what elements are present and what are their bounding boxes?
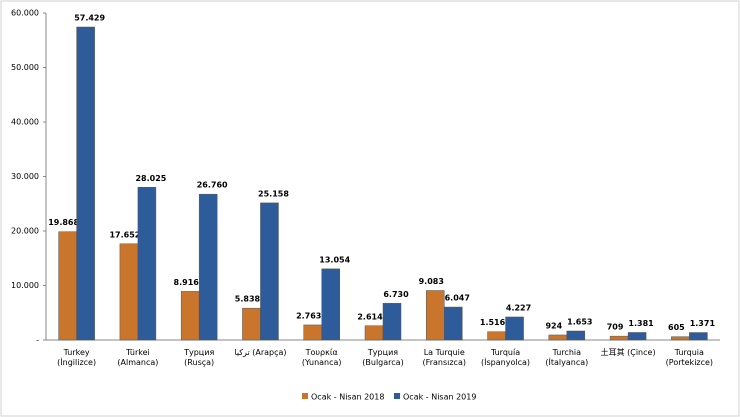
value-label: 19.868 — [48, 218, 79, 227]
bar — [382, 303, 402, 341]
value-label: 6.730 — [383, 290, 409, 299]
x-tick-label: Τουρκία (Yunanca) — [301, 348, 342, 367]
y-tick-label: 40.000 — [11, 118, 39, 127]
x-tick-label: La Turquie (Fransızca) — [422, 348, 466, 367]
legend-label: Ocak - Nisan 2018 — [311, 393, 384, 402]
value-label: 8.916 — [174, 278, 200, 287]
bar — [426, 290, 445, 341]
value-label: 17.652 — [109, 230, 140, 239]
bar — [505, 316, 524, 341]
value-label: 57.429 — [74, 14, 105, 23]
y-tick-label: - — [36, 336, 39, 345]
legend-label: Ocak - Nisan 2019 — [403, 393, 476, 402]
bar — [444, 306, 463, 341]
value-label: 5.838 — [235, 295, 261, 304]
x-tick-label: 土耳其 (Çince) — [600, 348, 656, 357]
bar — [303, 324, 322, 341]
value-label: 6.047 — [445, 294, 470, 303]
value-label: 1.653 — [567, 317, 592, 326]
y-tick-label: 60.000 — [11, 9, 39, 18]
bar — [689, 332, 708, 341]
y-tick-label: 30.000 — [11, 172, 39, 181]
bar — [548, 334, 568, 341]
x-tick-label: Turchia (İtalyanca) — [545, 348, 589, 367]
bar — [242, 307, 261, 341]
bar — [260, 202, 279, 341]
x-tick-label: Турция (Bulgarca) — [362, 348, 404, 367]
value-label: 26.760 — [197, 181, 228, 190]
x-tick-label: Turquía (İspanyolca) — [481, 348, 531, 367]
bar — [566, 330, 586, 341]
bar — [137, 187, 157, 341]
bar — [627, 332, 647, 341]
value-label: 1.381 — [628, 319, 654, 328]
x-tick-label: Türkei (Almanca) — [117, 348, 159, 367]
value-label: 28.025 — [135, 174, 166, 183]
bar — [321, 268, 340, 341]
value-label: 1.371 — [690, 319, 716, 328]
legend-swatch — [394, 393, 400, 399]
value-label: 924 — [545, 321, 562, 330]
bar — [671, 336, 690, 341]
y-tick-label: 20.000 — [11, 227, 39, 236]
legend-swatch — [302, 393, 308, 399]
value-label: 4.227 — [506, 303, 531, 312]
value-label: 1.516 — [480, 318, 506, 327]
bar — [58, 231, 77, 341]
value-label: 2.763 — [296, 311, 321, 320]
y-tick-label: 10.000 — [11, 281, 39, 290]
y-tick-label: 50.000 — [11, 63, 39, 72]
x-tick-label: Турция (Rusça) — [184, 348, 215, 367]
bar — [119, 243, 139, 341]
x-tick-label: تركيا (Arapça) — [234, 348, 287, 357]
value-label: 605 — [668, 323, 685, 332]
value-label: 13.054 — [319, 255, 350, 264]
bar — [364, 325, 384, 341]
value-label: 2.614 — [357, 312, 383, 321]
x-tick-label: Turkey (İngilizce) — [57, 348, 97, 367]
value-label: 25.158 — [258, 189, 289, 198]
bar — [487, 331, 506, 341]
value-label: 709 — [607, 323, 624, 332]
bar — [180, 291, 200, 341]
x-tick-label: Turquia (Portekizce) — [665, 348, 714, 367]
value-label: 9.083 — [419, 277, 444, 286]
bar — [76, 26, 95, 341]
bar — [198, 193, 218, 341]
bar — [609, 335, 629, 341]
